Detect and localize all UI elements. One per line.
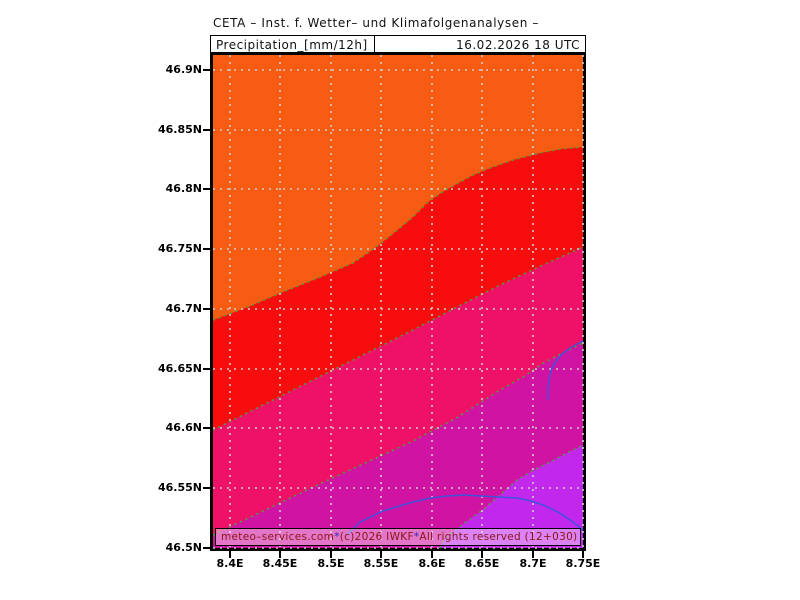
precipitation-map bbox=[203, 55, 584, 558]
info-bar: Precipitation_[mm/12h] 16.02.2026 18 UTC bbox=[210, 35, 586, 55]
x-tick-label: 8.6E bbox=[418, 557, 446, 570]
y-tick-label: 46.85N bbox=[158, 123, 202, 136]
star-separator: * bbox=[413, 531, 420, 543]
watermark-copyright: (c)2026 IWKF bbox=[339, 531, 414, 543]
y-tick-label: 46.7N bbox=[165, 302, 202, 315]
star-separator: * bbox=[334, 531, 340, 543]
watermark: meteo–services.com * (c)2026 IWKF * All … bbox=[215, 528, 581, 546]
x-tick-label: 8.7E bbox=[519, 557, 547, 570]
y-tick-label: 46.75N bbox=[158, 242, 202, 255]
y-tick-label: 46.6N bbox=[165, 421, 202, 434]
x-tick-label: 8.45E bbox=[262, 557, 298, 570]
product-label: Precipitation_[mm/12h] bbox=[211, 35, 375, 55]
river-line-1 bbox=[346, 494, 584, 536]
x-tick-label: 8.5E bbox=[317, 557, 345, 570]
y-tick-label: 46.5N bbox=[165, 541, 202, 554]
x-tick-label: 8.65E bbox=[464, 557, 500, 570]
map-frame: 46.9N 46.85N 46.8N 46.75N 46.7N 46.65N 46.6N 46… bbox=[158, 52, 600, 570]
y-tick-label: 46.65N bbox=[158, 362, 202, 375]
valid-datetime: 16.02.2026 18 UTC bbox=[456, 38, 580, 52]
page-title: CETA – Inst. f. Wetter– und Klimafolgena… bbox=[213, 16, 539, 30]
watermark-rights: All rights reserved (12+030) bbox=[419, 531, 578, 543]
y-tick-label: 46.55N bbox=[158, 481, 202, 494]
region-purple bbox=[440, 445, 583, 548]
river-line-2 bbox=[547, 340, 584, 400]
y-tick-label: 46.9N bbox=[165, 63, 202, 76]
contour-band2-band3 bbox=[212, 246, 584, 431]
y-tick-label: 46.8N bbox=[165, 182, 202, 195]
contour-band3-band4 bbox=[212, 342, 584, 536]
x-tick-label: 8.75E bbox=[565, 557, 601, 570]
watermark-site: meteo–services.com bbox=[221, 531, 335, 543]
x-tick-label: 8.55E bbox=[363, 557, 399, 570]
x-tick-label: 8.4E bbox=[216, 557, 244, 570]
